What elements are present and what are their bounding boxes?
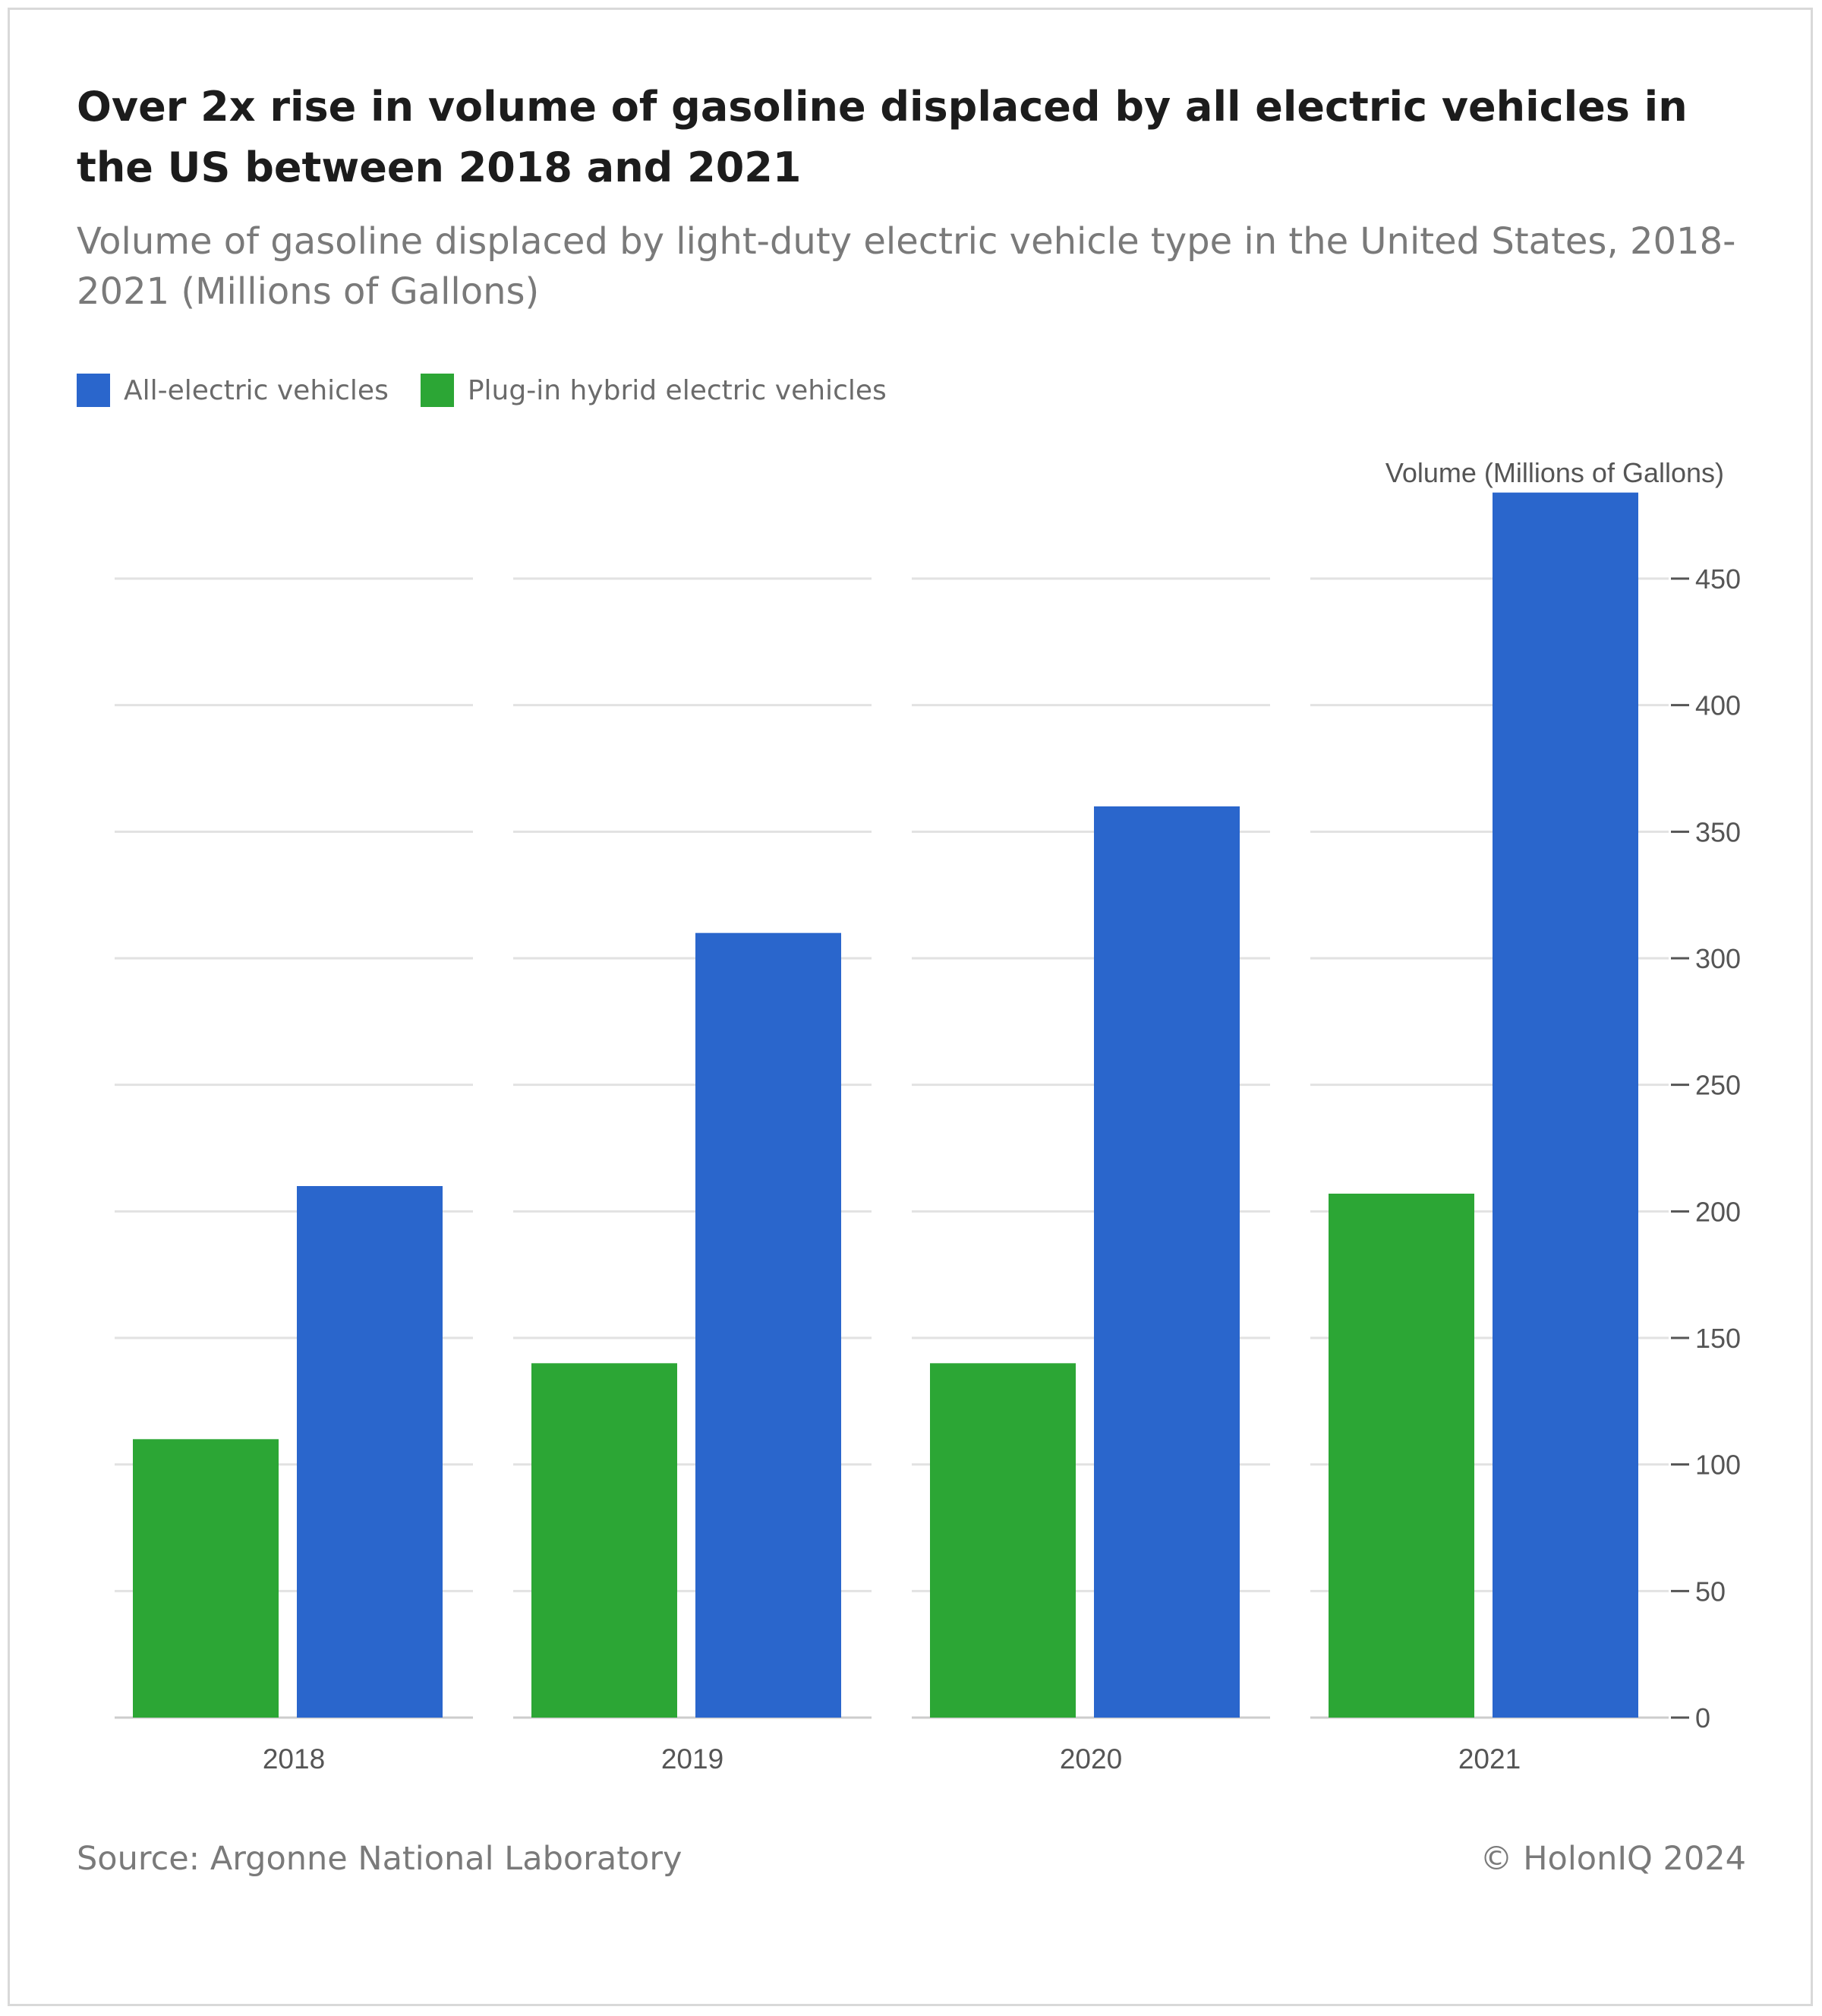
chart-subtitle: Volume of gasoline displaced by light-du… — [77, 220, 1736, 313]
bar — [133, 1439, 279, 1718]
y-tick-label: 400 — [1695, 690, 1741, 721]
bar — [297, 1186, 443, 1718]
legend-swatch — [77, 374, 110, 407]
bar — [695, 932, 841, 1718]
chart-card: Over 2x rise in volume of gasoline displ… — [8, 8, 1813, 2006]
y-tick-label: 300 — [1695, 943, 1741, 974]
copyright-note: © HolonIQ 2024 — [1480, 1840, 1746, 1878]
x-tick-label: 2020 — [1060, 1743, 1122, 1775]
bar — [1493, 492, 1638, 1718]
chart-title: Over 2x rise in volume of gasoline displ… — [77, 83, 1688, 191]
y-tick-label: 150 — [1695, 1323, 1741, 1354]
legend-label: Plug-in hybrid electric vehicles — [467, 374, 887, 406]
bar — [1094, 806, 1240, 1718]
bar — [1329, 1194, 1474, 1718]
chart-legend: All-electric vehicles Plug-in hybrid elec… — [77, 373, 919, 408]
y-tick-label: 200 — [1695, 1196, 1741, 1227]
bar — [930, 1363, 1076, 1718]
bar-chart: 0 50 100 150 200 250 300 350 400 450 2018 2019 2020 2… — [115, 457, 1741, 1775]
x-tick-label: 2018 — [263, 1743, 325, 1775]
x-tick-label: 2021 — [1458, 1743, 1521, 1775]
y-tick-label: 50 — [1695, 1576, 1726, 1607]
bar — [531, 1363, 677, 1718]
y-axis-label: Volume (Millions of Gallons) — [1385, 457, 1724, 488]
y-tick-label: 100 — [1695, 1450, 1741, 1481]
y-tick-label: 450 — [1695, 563, 1741, 595]
y-tick-label: 250 — [1695, 1070, 1741, 1101]
x-tick-label: 2019 — [661, 1743, 723, 1775]
legend-item: Plug-in hybrid electric vehicles — [420, 374, 887, 407]
y-tick-label: 0 — [1695, 1702, 1710, 1734]
source-note: Source: Argonne National Laboratory — [77, 1840, 682, 1878]
legend-label: All-electric vehicles — [124, 374, 389, 406]
legend-item: All-electric vehicles — [77, 374, 389, 407]
y-tick-label: 350 — [1695, 816, 1741, 847]
legend-swatch — [420, 374, 454, 407]
